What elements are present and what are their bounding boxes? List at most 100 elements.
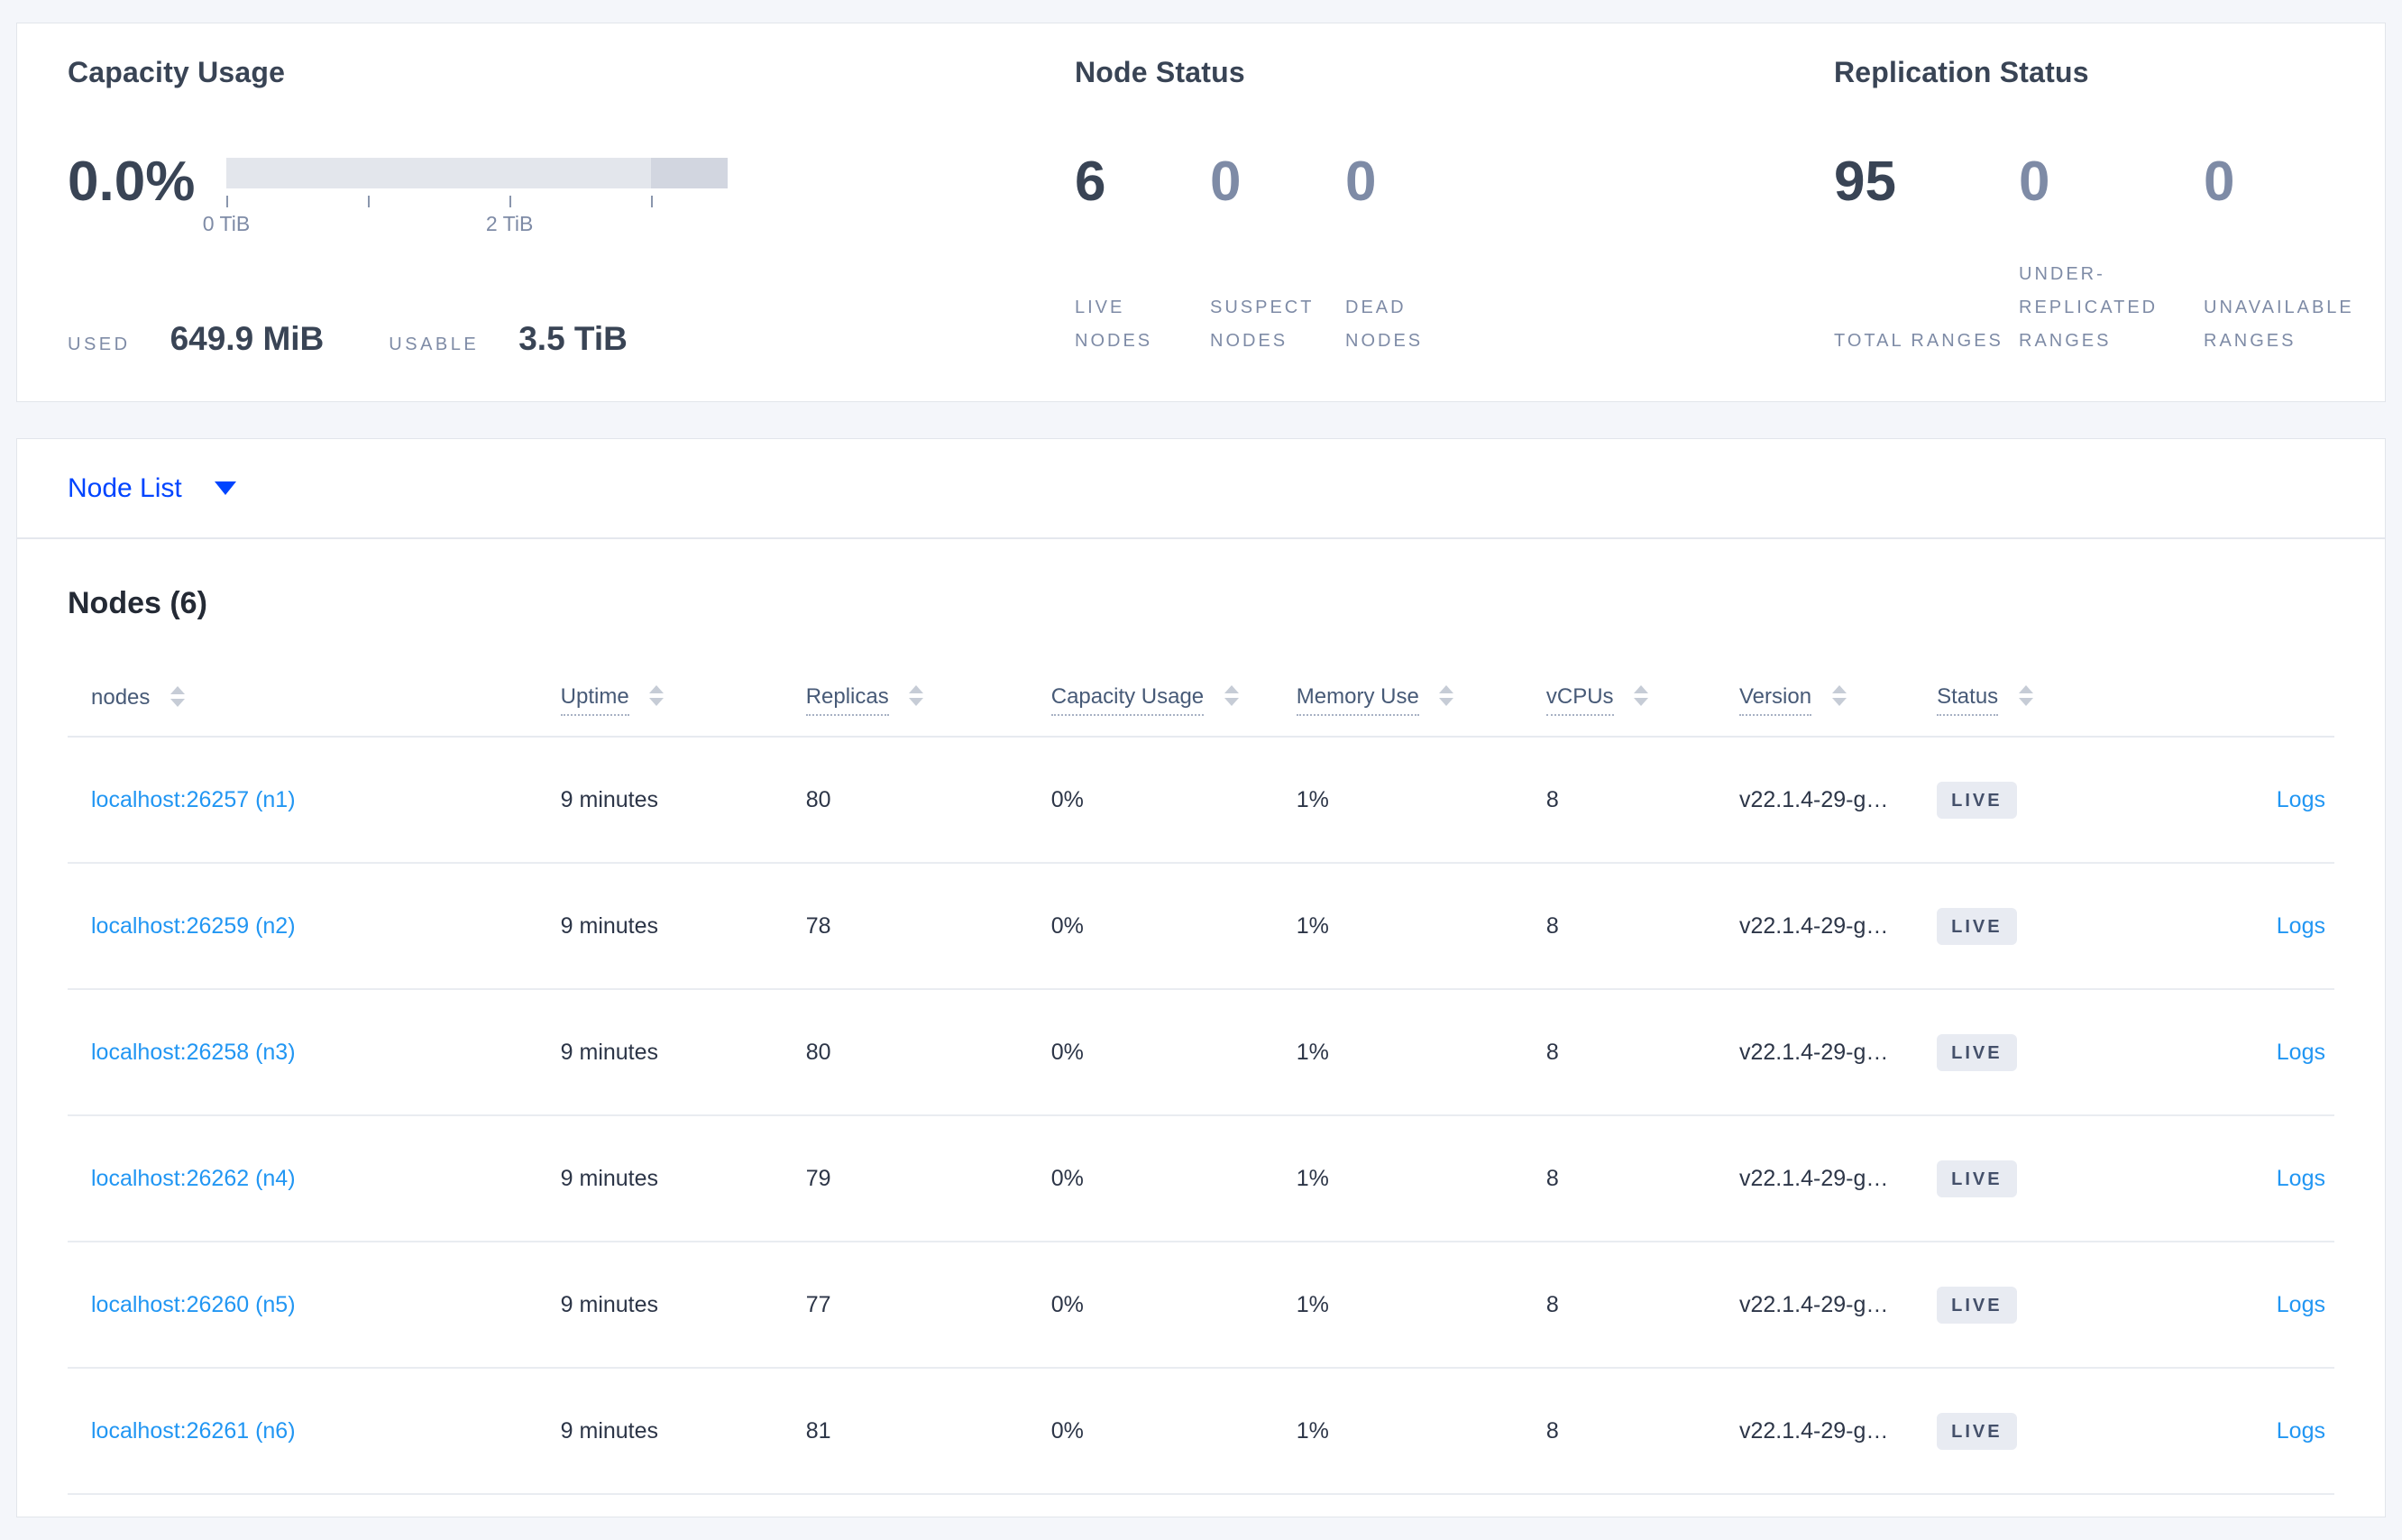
table-row: localhost:26262 (n4) 9 minutes 79 0% 1% …: [68, 1115, 2334, 1242]
replicas-cell: 78: [805, 863, 1051, 990]
node-status-section: Node Status 6 LIVE NODES 0 SUSPECT NODES…: [1075, 56, 1834, 358]
nodes-table-card: Nodes (6) nodes Uptime Replicas: [16, 539, 2386, 1517]
column-header-replicas[interactable]: Replicas: [805, 663, 1051, 738]
live-nodes-value: 6: [1075, 151, 1106, 213]
replicas-cell: 81: [805, 1368, 1051, 1495]
suspect-nodes-stat: 0 SUSPECT NODES: [1210, 152, 1345, 358]
column-header-status[interactable]: Status: [1937, 663, 2135, 738]
view-selector-bar: Node List: [16, 438, 2386, 539]
capacity-usage-cell: 0%: [1050, 1368, 1297, 1495]
total-ranges-stat: 95 TOTAL RANGES: [1834, 152, 2019, 358]
table-row: localhost:26258 (n3) 9 minutes 80 0% 1% …: [68, 989, 2334, 1116]
sort-icon: [649, 685, 665, 707]
capacity-usage-cell: 0%: [1050, 737, 1297, 864]
nodes-table: nodes Uptime Replicas Capacity Usage Mem…: [68, 663, 2334, 1495]
uptime-cell: 9 minutes: [560, 863, 806, 990]
sort-icon: [909, 685, 924, 707]
vcpus-cell: 8: [1545, 737, 1739, 864]
sort-icon: [1439, 685, 1454, 707]
node-link[interactable]: localhost:26261 (n6): [91, 1417, 296, 1444]
nodes-table-body: localhost:26257 (n1) 9 minutes 80 0% 1% …: [68, 737, 2334, 1495]
capacity-usage-section: Capacity Usage 0.0% 0 TiB 2 TiB: [68, 56, 1075, 358]
memory-use-cell: 1%: [1296, 1368, 1546, 1495]
uptime-cell: 9 minutes: [560, 989, 806, 1116]
column-header-capacity-usage[interactable]: Capacity Usage: [1050, 663, 1297, 738]
axis-tick: [509, 196, 512, 207]
status-badge: LIVE: [1937, 781, 2017, 819]
capacity-bar-chart: 0 TiB 2 TiB: [203, 158, 728, 235]
table-row: localhost:26260 (n5) 9 minutes 77 0% 1% …: [68, 1242, 2334, 1369]
logs-link[interactable]: Logs: [2276, 1039, 2325, 1065]
sort-icon: [1831, 685, 1847, 707]
node-link[interactable]: localhost:26262 (n4): [91, 1165, 296, 1191]
node-list-dropdown-label: Node List: [68, 472, 182, 503]
version-cell: v22.1.4-29-g…: [1738, 1242, 1938, 1369]
dead-nodes-label: DEAD NODES: [1345, 298, 1424, 351]
sort-icon: [170, 686, 186, 708]
suspect-nodes-label: SUSPECT NODES: [1210, 298, 1315, 351]
capacity-usage-cell: 0%: [1050, 863, 1297, 990]
capacity-usage-cell: 0%: [1050, 1242, 1297, 1369]
total-ranges-value: 95: [1834, 151, 1896, 213]
logs-link[interactable]: Logs: [2276, 912, 2325, 939]
axis-tick: [650, 196, 653, 207]
under-replicated-ranges-label: UNDER-REPLICATED RANGES: [2019, 264, 2159, 351]
column-header-uptime[interactable]: Uptime: [560, 663, 806, 738]
replicas-cell: 77: [805, 1242, 1051, 1369]
status-badge: LIVE: [1937, 907, 2017, 945]
memory-use-cell: 1%: [1296, 737, 1546, 864]
live-nodes-label: LIVE NODES: [1075, 298, 1153, 351]
node-link[interactable]: localhost:26258 (n3): [91, 1039, 296, 1065]
version-cell: v22.1.4-29-g…: [1738, 989, 1938, 1116]
unavailable-ranges-value: 0: [2204, 151, 2235, 213]
status-badge: LIVE: [1937, 1160, 2017, 1197]
logs-link[interactable]: Logs: [2276, 1165, 2325, 1191]
vcpus-cell: 8: [1545, 1242, 1739, 1369]
replicas-cell: 80: [805, 737, 1051, 864]
usable-value: 3.5 TiB: [518, 320, 628, 357]
column-header-memory-use[interactable]: Memory Use: [1296, 663, 1546, 738]
sort-icon: [1634, 685, 1649, 707]
column-header-logs: [2134, 663, 2334, 738]
axis-tick: [367, 196, 370, 207]
node-link[interactable]: localhost:26257 (n1): [91, 786, 296, 812]
capacity-axis: 0 TiB 2 TiB: [203, 188, 728, 235]
node-link[interactable]: localhost:26260 (n5): [91, 1291, 296, 1317]
capacity-usage-body: 0.0% 0 TiB 2 TiB USED: [68, 152, 1075, 358]
unavailable-ranges-stat: 0 UNAVAILABLE RANGES: [2204, 152, 2402, 358]
under-replicated-ranges-value: 0: [2019, 151, 2050, 213]
under-replicated-ranges-stat: 0 UNDER-REPLICATED RANGES: [2019, 152, 2204, 358]
column-header-version[interactable]: Version: [1738, 663, 1938, 738]
node-link[interactable]: localhost:26259 (n2): [91, 912, 296, 939]
axis-tick-label: 0 TiB: [202, 212, 251, 235]
table-row: localhost:26257 (n1) 9 minutes 80 0% 1% …: [68, 737, 2334, 864]
node-list-dropdown[interactable]: Node List: [68, 473, 236, 504]
logs-link[interactable]: Logs: [2276, 786, 2325, 812]
node-status-title: Node Status: [1075, 56, 1245, 88]
vcpus-cell: 8: [1545, 1115, 1739, 1242]
column-header-vcpus[interactable]: vCPUs: [1545, 663, 1739, 738]
uptime-cell: 9 minutes: [560, 737, 806, 864]
version-cell: v22.1.4-29-g…: [1738, 737, 1938, 864]
memory-use-cell: 1%: [1296, 1115, 1546, 1242]
axis-tick-label: 2 TiB: [485, 212, 534, 235]
logs-link[interactable]: Logs: [2276, 1291, 2325, 1317]
uptime-cell: 9 minutes: [560, 1115, 806, 1242]
dead-nodes-stat: 0 DEAD NODES: [1345, 152, 1481, 358]
logs-link[interactable]: Logs: [2276, 1417, 2325, 1444]
replicas-cell: 80: [805, 989, 1051, 1116]
chevron-down-icon: [214, 481, 236, 495]
replication-status-title: Replication Status: [1834, 56, 2089, 88]
memory-use-cell: 1%: [1296, 1242, 1546, 1369]
capacity-usage-title: Capacity Usage: [68, 56, 286, 88]
column-header-nodes[interactable]: nodes: [68, 663, 561, 738]
axis-tick: [226, 196, 228, 207]
replicas-cell: 79: [805, 1115, 1051, 1242]
capacity-usage-cell: 0%: [1050, 989, 1297, 1116]
status-badge: LIVE: [1937, 1033, 2017, 1071]
replication-status-section: Replication Status 95 TOTAL RANGES 0 UND…: [1834, 56, 2402, 358]
table-row: localhost:26261 (n6) 9 minutes 81 0% 1% …: [68, 1368, 2334, 1495]
table-header-row: nodes Uptime Replicas Capacity Usage Mem…: [68, 663, 2334, 738]
capacity-percent-value: 0.0%: [68, 151, 196, 213]
used-value: 649.9 MiB: [170, 320, 325, 357]
